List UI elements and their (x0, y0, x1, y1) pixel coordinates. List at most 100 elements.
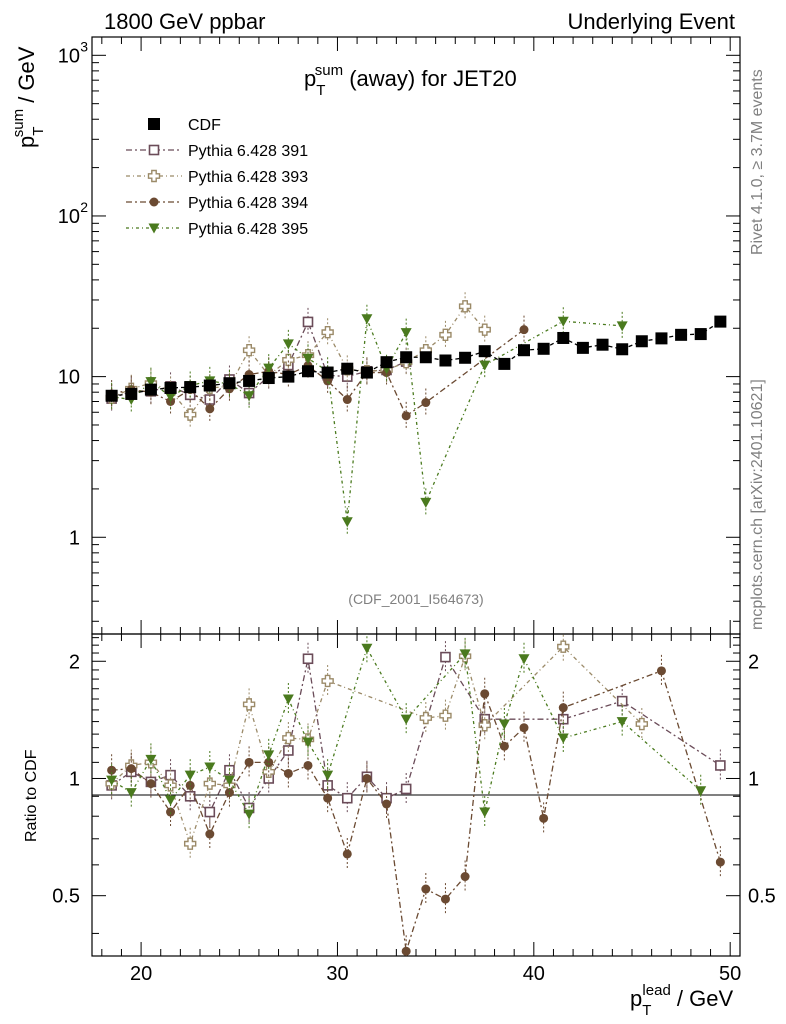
data-point (144, 383, 157, 396)
y-tick-exponent: 2 (80, 199, 88, 215)
ratio-point (282, 731, 295, 745)
data-point (419, 351, 432, 364)
data-point (342, 395, 352, 405)
data-point (401, 411, 411, 421)
data-point (421, 398, 431, 408)
data-point (400, 328, 412, 339)
ratio-y-tick-label: 2 (69, 651, 80, 673)
legend-label: CDF (188, 117, 221, 134)
data-point (282, 370, 295, 383)
legend-item: CDF (148, 117, 221, 134)
ratio-point (459, 649, 471, 660)
data-point (262, 372, 275, 385)
data-point (714, 315, 727, 328)
ratio-line (111, 669, 721, 952)
data-point (183, 408, 197, 421)
legend-label: Pythia 6.428 394 (188, 195, 308, 212)
ratio-point (264, 757, 274, 767)
data-point (321, 326, 334, 339)
data-point (616, 343, 629, 356)
ratio-point (166, 807, 176, 817)
data-point (184, 381, 197, 394)
data-point (243, 391, 255, 402)
ratio-point (203, 777, 217, 790)
ratio-point (440, 894, 450, 904)
ratio-point (539, 813, 549, 823)
data-point (557, 316, 569, 327)
ratio-point (557, 640, 570, 653)
ratio-point (558, 703, 568, 713)
series-cdf (105, 315, 727, 402)
ratio-point (263, 750, 275, 761)
ratio-point (715, 857, 725, 867)
ratio-panel: 20 30 40 50 0.5 0.5 1 1 2 2 (52, 633, 776, 985)
legend-marker (148, 144, 160, 156)
data-point (694, 328, 707, 341)
ratio-point (243, 809, 255, 820)
data-point (263, 363, 275, 374)
data-point (478, 323, 491, 336)
data-point (616, 321, 628, 332)
y-axis-label: pTsum / GeV (10, 46, 47, 148)
data-point (341, 517, 353, 528)
data-point (439, 354, 452, 367)
legend-marker (149, 197, 159, 207)
data-point (360, 366, 373, 379)
series-line (111, 318, 623, 522)
ratio-point (421, 884, 431, 894)
legend-marker (148, 223, 160, 234)
ratio-point (205, 829, 215, 839)
x-axis-label: pTlead / GeV (630, 982, 733, 1019)
data-point (323, 376, 333, 386)
x-tick-label: 50 (719, 963, 741, 985)
data-point (675, 328, 688, 341)
ratio-y-axis-label: Ratio to CDF (23, 749, 40, 842)
ratio-point (165, 795, 177, 806)
ratio-point (126, 764, 136, 774)
data-point (519, 325, 529, 335)
ratio-y-tick-label: 0.5 (748, 886, 776, 908)
data-point (165, 392, 177, 403)
ratio-point (439, 709, 452, 722)
data-point (459, 351, 472, 364)
data-point (576, 341, 589, 354)
ratio-point (498, 719, 510, 730)
ratio-point (204, 806, 216, 818)
legend-label: Pythia 6.428 391 (188, 143, 308, 160)
ratio-point (478, 719, 491, 732)
legend-item: Pythia 6.428 393 (126, 169, 308, 186)
ratio-point (242, 698, 256, 711)
ratio-point (479, 807, 491, 818)
ratio-point (184, 770, 196, 781)
ratio-point (185, 780, 195, 790)
ratio-point (419, 711, 433, 725)
data-point (282, 339, 294, 350)
ratio-line (111, 655, 721, 814)
ratio-point (519, 723, 529, 733)
legend-item: Pythia 6.428 394 (126, 195, 308, 212)
data-point (341, 362, 354, 375)
ratio-series-pythia-6-428-395 (106, 634, 707, 831)
x-tick-label: 30 (326, 963, 348, 985)
ratio-point (282, 694, 294, 705)
data-point (439, 328, 452, 342)
ratio-point (125, 788, 137, 799)
ratio-point (303, 760, 313, 770)
x-tick-label: 20 (130, 963, 152, 985)
y-tick-label: 1 (69, 527, 80, 549)
legend: CDF Pythia 6.428 391 Pythia 6.428 393 Pythi… (126, 117, 308, 238)
ratio-point (362, 773, 372, 783)
legend-item: Pythia 6.428 395 (126, 221, 308, 238)
legend-marker (147, 169, 161, 183)
data-point (420, 497, 432, 508)
ratio-y-tick-label: 0.5 (52, 886, 80, 908)
series-pythia-6-428-395 (106, 304, 628, 536)
data-point (478, 345, 491, 358)
ratio-point (223, 775, 235, 786)
legend-label: Pythia 6.428 395 (188, 221, 308, 238)
x-tick-label: 40 (523, 963, 545, 985)
ratio-point (107, 765, 117, 775)
ratio-point (656, 666, 666, 676)
legend-item: Pythia 6.428 391 (126, 143, 308, 160)
